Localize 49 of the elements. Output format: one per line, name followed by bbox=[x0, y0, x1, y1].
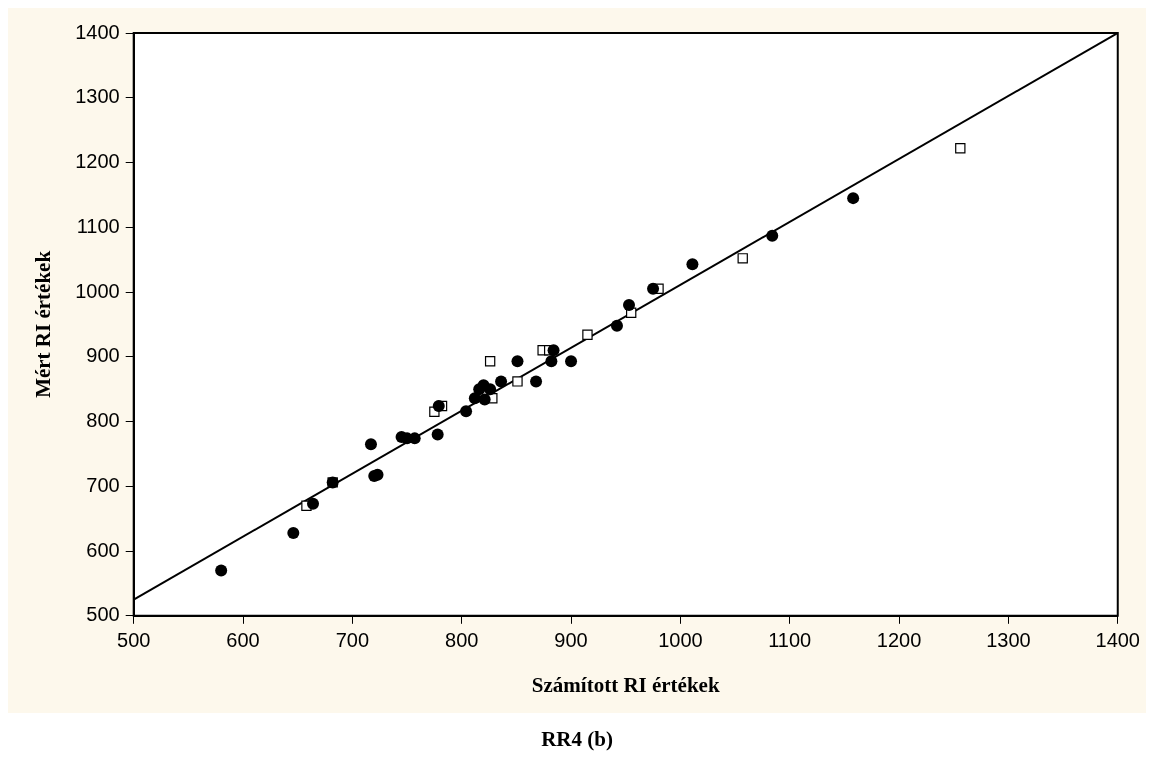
point bbox=[847, 192, 860, 205]
y-tick-label: 900 bbox=[86, 344, 120, 367]
point bbox=[582, 329, 593, 340]
y-tick-label: 1000 bbox=[75, 279, 120, 302]
point bbox=[530, 375, 543, 388]
x-tick-label: 1400 bbox=[1095, 629, 1140, 652]
point bbox=[647, 282, 660, 295]
x-tick-label: 1000 bbox=[658, 629, 703, 652]
x-tick-label: 1300 bbox=[986, 629, 1031, 652]
point bbox=[478, 393, 491, 406]
point bbox=[460, 405, 473, 418]
point bbox=[955, 143, 966, 154]
point bbox=[737, 253, 748, 264]
point bbox=[565, 355, 578, 368]
point bbox=[484, 356, 496, 367]
y-tick-label: 1200 bbox=[75, 150, 120, 173]
y-tick-label: 1400 bbox=[75, 20, 120, 43]
x-tick-label: 900 bbox=[554, 629, 588, 652]
point bbox=[623, 298, 635, 311]
point bbox=[512, 376, 523, 387]
x-tick-label: 500 bbox=[117, 629, 151, 652]
x-tick-label: 1200 bbox=[876, 629, 922, 652]
point bbox=[484, 383, 497, 396]
point bbox=[287, 526, 300, 539]
x-tick-label: 800 bbox=[445, 629, 479, 652]
point bbox=[545, 355, 558, 368]
y-tick-label: 800 bbox=[86, 409, 120, 432]
point bbox=[495, 375, 508, 388]
y-tick-label: 700 bbox=[86, 473, 120, 496]
x-axis-title: Számított RI értékek bbox=[531, 672, 720, 697]
text: RR4 (b) bbox=[540, 727, 614, 752]
y-tick-label: 1300 bbox=[75, 85, 120, 108]
point bbox=[215, 564, 228, 577]
y-axis-title: Mért RI értékek bbox=[31, 250, 56, 398]
point bbox=[511, 355, 524, 368]
point bbox=[686, 258, 699, 271]
point bbox=[431, 428, 444, 441]
point bbox=[432, 399, 445, 412]
point bbox=[364, 438, 377, 451]
point bbox=[610, 319, 623, 332]
x-tick-label: 600 bbox=[226, 629, 260, 652]
y-tick-label: 1100 bbox=[76, 214, 120, 237]
point bbox=[307, 497, 320, 510]
y-tick-label: 600 bbox=[86, 538, 120, 561]
y-tick-label: 500 bbox=[86, 603, 120, 626]
point bbox=[547, 344, 560, 357]
point bbox=[766, 229, 779, 242]
x-tick-label: 700 bbox=[335, 629, 370, 652]
x-tick-label: 1100 bbox=[768, 629, 812, 652]
